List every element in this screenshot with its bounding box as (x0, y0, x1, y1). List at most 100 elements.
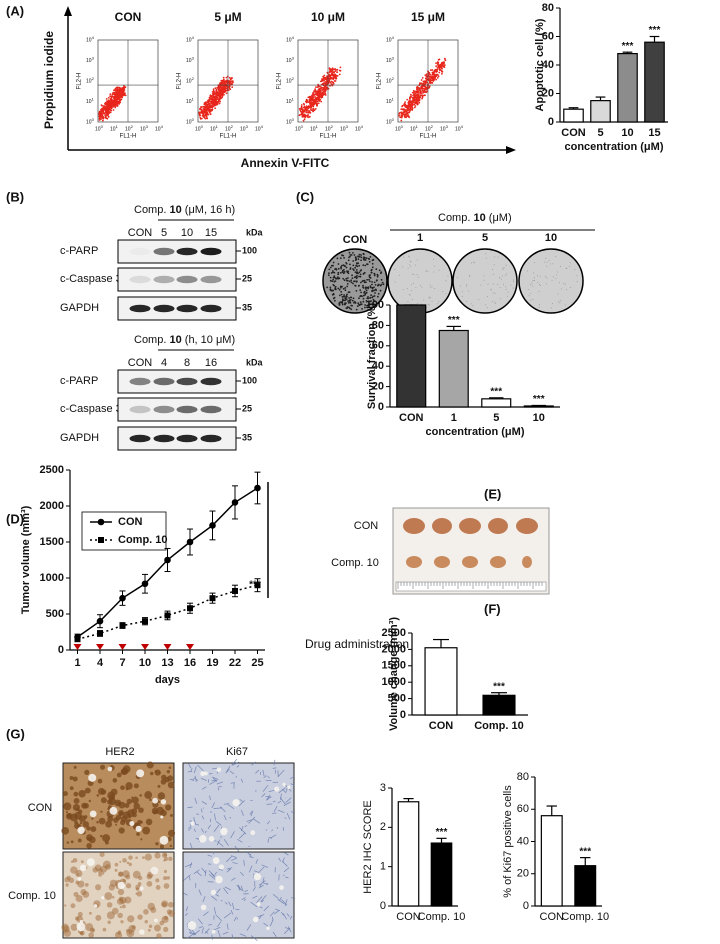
flow-event (108, 101, 110, 103)
colony (410, 266, 411, 267)
flow-event (429, 74, 431, 76)
ihc-stain (159, 921, 164, 926)
flow-tick-exp: 1 (216, 124, 219, 129)
flow-event (420, 93, 422, 95)
flow-event (304, 118, 306, 120)
ihc-vacuole (232, 799, 239, 806)
ihc-vacuole (152, 798, 158, 804)
colony (355, 258, 357, 260)
colony (474, 262, 475, 263)
colony (356, 281, 358, 283)
flow-event (423, 83, 425, 85)
flow-tick-exp: 2 (331, 124, 334, 129)
ihc-stain (168, 782, 175, 789)
flow-event (318, 102, 320, 104)
significance: *** (622, 41, 634, 52)
colony (457, 277, 458, 278)
colony (357, 305, 359, 307)
flow-event (442, 61, 444, 63)
colony (342, 278, 344, 280)
colony (346, 296, 348, 298)
flow-tick-exp: 0 (401, 124, 404, 129)
flow-event (435, 62, 437, 64)
flow-arrow (506, 146, 516, 154)
colony (360, 282, 362, 284)
flow-event (439, 59, 441, 61)
flow-tick: 103 (140, 124, 149, 132)
ihc-vacuole (154, 919, 158, 923)
flow-event (417, 103, 419, 105)
colony (346, 298, 348, 300)
flow-event (323, 83, 325, 85)
flow-event (117, 101, 119, 103)
x-tick-label: 1 (451, 412, 457, 424)
flow-event (120, 91, 122, 93)
flow-tick-exp: 0 (192, 117, 195, 122)
lane-label: 4 (161, 357, 167, 369)
colony (399, 275, 400, 276)
ihc-stain (85, 883, 89, 887)
ihc-stain (138, 876, 142, 880)
flow-event (111, 107, 113, 109)
flow-event (408, 106, 410, 108)
flow-event (438, 72, 440, 74)
flow-event (311, 100, 313, 102)
colony (409, 257, 410, 258)
flow-event (208, 103, 210, 105)
flow-event (203, 113, 205, 115)
flow-event (329, 78, 331, 80)
flow-event (339, 74, 341, 76)
colony (346, 267, 348, 269)
blot-row-label: c-Caspase 3 (60, 403, 122, 415)
ihc-vacuole (77, 922, 86, 931)
colony (394, 269, 395, 270)
colony (369, 274, 371, 276)
ihc-stain (81, 860, 84, 863)
dish (388, 249, 452, 313)
ihc-stain (74, 798, 80, 804)
colony (348, 259, 350, 261)
colony (343, 257, 345, 259)
flow-event (307, 110, 309, 112)
colony (360, 259, 362, 261)
flow-event (400, 120, 402, 122)
drug-marker (141, 644, 149, 650)
colony (503, 284, 504, 285)
x-tick-label: 1 (74, 657, 80, 669)
ihc-stain (88, 932, 94, 938)
colony (326, 287, 328, 289)
flow-event (409, 98, 411, 100)
colony (487, 307, 488, 308)
colony (434, 288, 435, 289)
colony (499, 277, 500, 278)
ihc-stain (149, 925, 153, 929)
ihc-stain (163, 876, 167, 880)
colony (342, 304, 344, 306)
ihc-stain (89, 912, 92, 915)
colony (446, 293, 447, 294)
flow-tick: 104 (255, 124, 264, 132)
colony (462, 291, 463, 292)
tumor (490, 556, 506, 568)
colony (368, 286, 370, 288)
colony (378, 293, 380, 295)
colony (333, 262, 335, 264)
y-tick-label: 3 (380, 782, 386, 794)
ihc-stain (164, 883, 170, 889)
significance: *** (490, 386, 502, 397)
ihc-column: Ki67 (226, 746, 248, 758)
marker (165, 612, 171, 618)
flow-event (108, 97, 110, 99)
colony (363, 295, 365, 297)
ihc-stain (169, 766, 172, 769)
colony (466, 301, 467, 302)
legend-label: CON (118, 516, 143, 528)
flow-event (430, 76, 432, 78)
colony (343, 272, 345, 274)
flow-event (419, 91, 421, 93)
colony (335, 268, 337, 270)
colony (330, 267, 332, 269)
flow-event (426, 90, 428, 92)
flow-event (213, 101, 215, 103)
ihc-stain (143, 909, 149, 915)
